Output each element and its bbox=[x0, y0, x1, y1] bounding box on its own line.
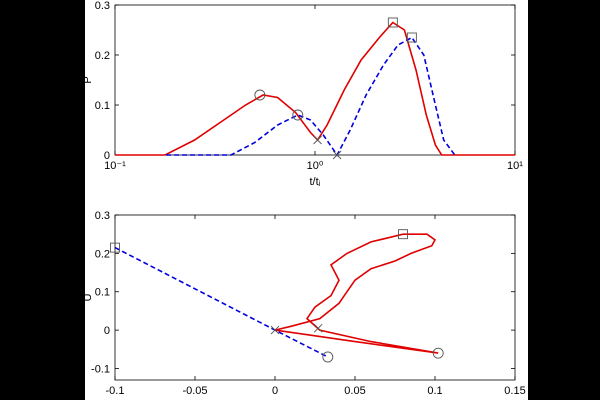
marker-cross bbox=[270, 325, 280, 335]
x-tick-label: 0.1 bbox=[427, 385, 442, 397]
marker-cross bbox=[313, 135, 322, 145]
y-axis-label: P bbox=[82, 76, 94, 83]
axes-box bbox=[114, 4, 516, 156]
y-axis-label: U bbox=[82, 293, 94, 301]
marker-circle bbox=[254, 89, 266, 101]
x-tick-label: -0.1 bbox=[106, 385, 125, 397]
marker-circle bbox=[292, 109, 304, 121]
marker-circle bbox=[322, 351, 334, 363]
x-tick-label: -0.05 bbox=[182, 385, 207, 397]
y-tick-label: 0.3 bbox=[95, 210, 110, 222]
axes-box bbox=[114, 214, 516, 381]
marker-square bbox=[110, 242, 120, 253]
marker-circle bbox=[432, 347, 444, 359]
x-tick-label: 10⁰ bbox=[307, 160, 324, 172]
y-tick-label: 0 bbox=[104, 150, 110, 162]
y-tick-label: -0.1 bbox=[91, 363, 110, 375]
marker-square bbox=[406, 32, 417, 43]
x-tick-label: 0.05 bbox=[344, 385, 365, 397]
series-line bbox=[166, 36, 456, 157]
y-tick-label: 0.2 bbox=[95, 248, 110, 260]
x-tick-label: 0 bbox=[272, 385, 278, 397]
marker-square bbox=[398, 229, 408, 240]
y-tick-label: 0.1 bbox=[95, 287, 110, 299]
y-tick-label: 0.2 bbox=[95, 50, 110, 62]
x-tick-label: 10¹ bbox=[507, 160, 523, 172]
y-tick-label: 0 bbox=[104, 325, 110, 337]
marker-cross bbox=[313, 323, 323, 333]
x-tick-label: 10⁻¹ bbox=[104, 160, 126, 172]
x-axis-label: t/tⱼ bbox=[309, 176, 320, 188]
y-tick-label: 0.3 bbox=[95, 0, 110, 12]
y-tick-label: 0.1 bbox=[95, 100, 110, 112]
marker-cross bbox=[332, 150, 342, 160]
marker-square bbox=[387, 17, 398, 28]
x-tick-label: 0.15 bbox=[504, 385, 525, 397]
series-line bbox=[115, 21, 515, 156]
